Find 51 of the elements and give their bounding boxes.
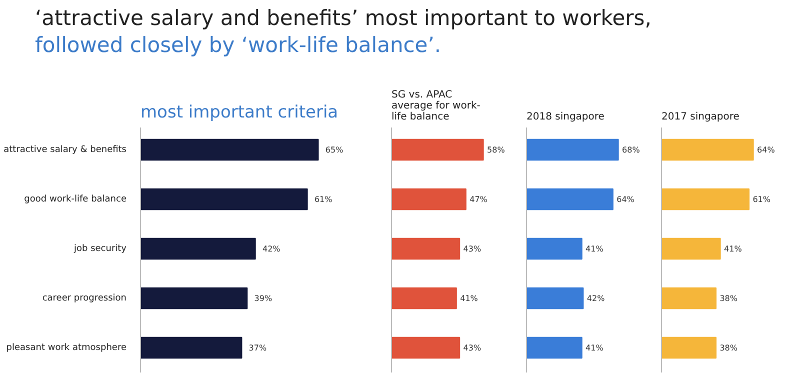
data-label: 38%	[720, 343, 738, 352]
bar	[662, 138, 754, 161]
chart-title: 2017 singapore	[662, 112, 740, 122]
data-label: 37%	[248, 343, 267, 352]
bar	[392, 287, 457, 310]
bar	[662, 336, 717, 359]
y-tick-label: attractive salary & benefits	[4, 144, 127, 155]
bar	[526, 336, 582, 359]
bar	[526, 138, 619, 161]
data-label: 41%	[460, 294, 478, 303]
text: followed closely by ‘work-life balance’.	[35, 32, 442, 59]
data-label: 68%	[622, 145, 640, 154]
bar	[140, 238, 256, 260]
y-tick-label: job security	[72, 244, 128, 254]
bar	[392, 188, 466, 210]
bar	[392, 138, 484, 161]
bar	[140, 188, 308, 210]
bar	[140, 287, 248, 310]
bar	[526, 188, 614, 210]
data-label: 64%	[616, 194, 635, 204]
bar	[662, 188, 750, 210]
data-label: 38%	[720, 294, 738, 303]
bar	[140, 336, 242, 359]
data-label: 39%	[254, 294, 272, 303]
data-label: 47%	[470, 194, 488, 204]
chart-title: most important criteria	[140, 102, 338, 122]
data-label: 42%	[262, 244, 281, 254]
bar	[392, 336, 460, 359]
data-label: 61%	[752, 194, 771, 204]
y-tick-label: pleasant work atmosphere	[6, 342, 127, 353]
data-label: 41%	[586, 343, 604, 352]
bar	[662, 238, 721, 260]
data-label: 65%	[325, 145, 344, 154]
data-label: 43%	[463, 244, 482, 254]
chart-title: 2018 singapore	[526, 112, 604, 122]
bar	[392, 238, 460, 260]
bar	[526, 287, 584, 310]
data-label: 58%	[487, 145, 506, 154]
bar	[662, 287, 717, 310]
data-label: 41%	[586, 244, 604, 254]
data-label: 43%	[463, 343, 482, 352]
bar	[526, 238, 582, 260]
data-label: 42%	[586, 294, 606, 303]
bar	[140, 138, 319, 161]
data-label: 61%	[314, 194, 333, 204]
chart-title: SG vs. APAC average for work-life balance	[392, 90, 481, 122]
text: ‘attractive salary and benefits’ most important to workers,	[35, 5, 652, 32]
data-label: 64%	[757, 145, 776, 154]
y-tick-label: good work-life balance	[24, 194, 127, 204]
data-label: 41%	[724, 244, 742, 254]
y-tick-label: career progression	[42, 293, 127, 304]
